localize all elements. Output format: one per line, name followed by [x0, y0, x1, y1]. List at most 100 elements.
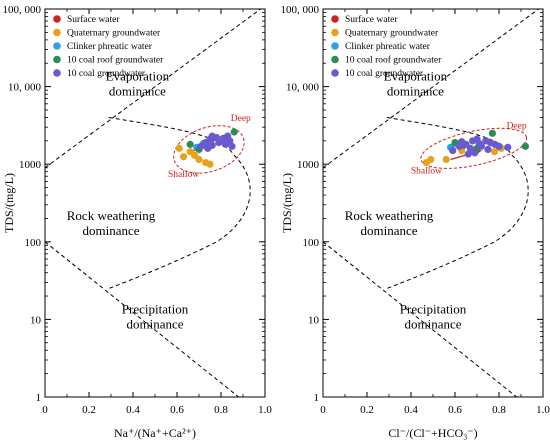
legend-label: 10 coal roof groundwater — [67, 55, 164, 66]
data-point-10-coal-groundwater — [208, 132, 216, 140]
legend-marker — [331, 69, 339, 77]
x-tick-label: 0.2 — [360, 404, 374, 416]
data-point-10-coal-groundwater — [228, 142, 236, 150]
region-label-line: Evaporation — [106, 68, 170, 83]
y-axis-title: TDS/(mg/L) — [280, 173, 294, 233]
x-tick-label: 0.4 — [404, 404, 418, 416]
x-tick-label: 0 — [320, 404, 326, 416]
y-tick-label: 100, 000 — [281, 4, 320, 16]
data-point-10-coal-roof-groundwater — [186, 140, 194, 148]
evaporation-dominance-label: Evaporation dominance — [106, 68, 170, 98]
precipitation-boundary — [44, 241, 239, 398]
data-point-quaternary-groundwater — [206, 160, 214, 168]
x-tick-label: 1.0 — [258, 404, 272, 416]
region-label-line: dominance — [360, 223, 417, 238]
region-label-line: dominance — [109, 83, 166, 98]
x-tick-label: 0.2 — [82, 404, 96, 416]
legend: Surface water Quaternary groundwater Clink… — [331, 14, 442, 79]
data-point-10-coal-groundwater — [219, 134, 227, 143]
legend-marker — [331, 15, 339, 23]
legend-marker — [331, 42, 339, 50]
precipitation-dominance-label: Precipitation dominance — [122, 301, 189, 331]
y-tick-label: 10, 000 — [286, 82, 320, 94]
legend-marker — [53, 69, 61, 77]
x-axis-title: Na⁺/(Na⁺+Ca²⁺) — [114, 426, 196, 440]
deep-annotation: Deep — [231, 114, 251, 124]
y-tick-label: 100 — [303, 237, 320, 249]
data-point-10-coal-groundwater — [484, 145, 492, 154]
x-tick-label: 1.0 — [536, 404, 550, 416]
x-tick-label: 0.4 — [126, 404, 140, 416]
region-label-line: Precipitation — [400, 301, 467, 316]
evaporation-dominance-label: Evaporation dominance — [384, 68, 448, 98]
region-label-line: Rock weathering — [67, 208, 156, 223]
y-tick-label: 100 — [25, 237, 42, 249]
rock-weathering-boundary — [108, 116, 251, 289]
data-point-10-coal-groundwater — [473, 135, 481, 143]
region-label-line: dominance — [82, 223, 139, 238]
data-cluster-ellipse — [420, 127, 528, 169]
legend-label: Surface water — [67, 14, 120, 25]
data-point-quaternary-groundwater — [427, 155, 435, 164]
data-point-10-coal-roof-groundwater — [488, 129, 496, 137]
legend-marker — [53, 55, 61, 64]
data-point-10-coal-roof-groundwater — [230, 128, 238, 136]
region-label-line: Evaporation — [384, 68, 448, 83]
y-tick-label: 1000 — [297, 159, 320, 171]
legend-label: 10 coal groundwater — [67, 69, 146, 79]
x-tick-label: 0.8 — [492, 404, 506, 416]
shallow-annotation: Shallow — [168, 170, 199, 180]
data-point-10-coal-groundwater — [204, 144, 212, 152]
data-point-quaternary-groundwater — [175, 144, 183, 152]
data-cluster-ellipse — [173, 125, 245, 174]
y-tick-label: 1 — [36, 392, 42, 404]
rock-weathering-label: Rock weathering dominance — [345, 208, 434, 238]
y-tick-label: 100, 000 — [3, 4, 42, 16]
region-label-line: dominance — [387, 83, 444, 98]
legend-label: Quaternary groundwater — [345, 29, 439, 39]
data-point-10-coal-groundwater — [449, 146, 457, 155]
data-point-quaternary-groundwater — [442, 155, 450, 164]
plot-frame — [322, 8, 544, 398]
chart-panel-left: 1 10 100 1000 10, 000 100, 000 0 0.2 0.4 0.6 0.8 1.… — [2, 4, 272, 440]
precipitation-dominance-label: Precipitation dominance — [400, 301, 467, 331]
y-tick-label: 1000 — [19, 159, 42, 171]
region-label-line: dominance — [404, 316, 461, 331]
rock-weathering-boundary — [386, 116, 529, 289]
y-axis-title: TDS/(mg/L) — [2, 173, 16, 233]
legend-marker — [331, 28, 339, 37]
y-tick-label: 10, 000 — [8, 82, 42, 94]
deep-annotation: Deep — [507, 121, 527, 131]
rock-weathering-label: Rock weathering dominance — [67, 208, 156, 238]
data-point-10-coal-groundwater — [466, 144, 474, 152]
shallow-annotation: Shallow — [411, 166, 442, 176]
region-label-line: Rock weathering — [345, 208, 434, 223]
evaporation-boundary — [44, 8, 261, 169]
precipitation-boundary — [322, 241, 517, 398]
legend-label: Clinker phreatic water — [67, 42, 153, 52]
legend-label: Clinker phreatic water — [345, 42, 431, 52]
data-point-10-coal-roof-groundwater — [521, 142, 530, 150]
data-point-quaternary-groundwater — [191, 151, 199, 159]
x-tick-label: 0.8 — [214, 404, 228, 416]
data-point-10-coal-groundwater — [477, 142, 485, 150]
data-point-10-coal-groundwater — [504, 143, 512, 151]
x-tick-label: 0 — [42, 404, 48, 416]
data-point-quaternary-groundwater — [491, 148, 499, 156]
y-tick-label: 10 — [308, 314, 320, 326]
region-label-line: dominance — [126, 316, 183, 331]
data-point-10-coal-groundwater — [464, 150, 472, 158]
legend-label: Surface water — [345, 14, 398, 25]
data-point-10-coal-groundwater — [495, 142, 503, 150]
data-point-quaternary-groundwater — [180, 153, 188, 161]
plot-frame — [44, 8, 266, 398]
legend-label: 10 coal groundwater — [345, 69, 424, 79]
x-axis-title: Cl⁻/(Cl⁻+HCO₃⁻) — [388, 426, 477, 440]
x-tick-label: 0.6 — [170, 404, 184, 416]
data-point-10-coal-groundwater — [471, 149, 479, 157]
x-tick-label: 0.6 — [448, 404, 462, 416]
legend-marker — [331, 55, 339, 64]
legend: Surface water Quaternary groundwater Clink… — [53, 14, 164, 79]
legend-marker — [53, 28, 61, 37]
y-tick-label: 1 — [314, 392, 320, 404]
